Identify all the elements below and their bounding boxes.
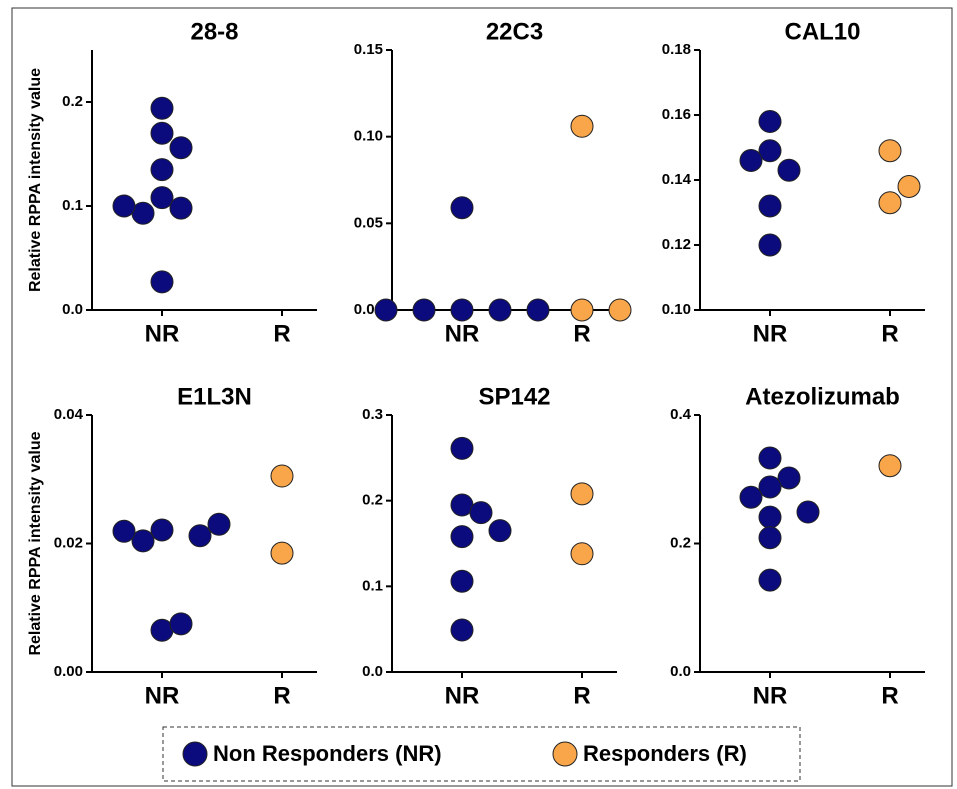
data-point	[526, 298, 550, 322]
data-point	[169, 136, 193, 160]
data-point	[131, 529, 155, 553]
legend-label: Non Responders (NR)	[213, 741, 442, 766]
data-point	[758, 233, 782, 257]
data-point	[450, 196, 474, 220]
y-tick-label: 0.10	[354, 128, 383, 145]
data-point	[374, 298, 398, 322]
y-tick-label: 0.05	[354, 214, 383, 231]
data-point	[188, 524, 212, 548]
x-tick-label: R	[573, 320, 590, 347]
y-tick-label: 0.3	[362, 406, 383, 423]
chart-title: 22C3	[486, 18, 543, 45]
y-tick-label: 0.10	[662, 301, 691, 318]
y-tick-label: 0.2	[670, 534, 691, 551]
data-point	[112, 519, 136, 543]
data-point	[758, 475, 782, 499]
chart-title: Atezolizumab	[745, 383, 900, 410]
data-point	[758, 505, 782, 529]
data-point	[739, 149, 763, 172]
legend-swatch	[182, 741, 208, 767]
x-tick-label: NR	[145, 320, 180, 347]
y-tick-label: 0.4	[670, 406, 692, 423]
data-point	[758, 526, 782, 550]
legend-label: Responders (R)	[583, 741, 747, 766]
data-point	[112, 194, 136, 218]
data-point	[450, 298, 474, 322]
data-point	[169, 196, 193, 220]
data-point	[412, 298, 436, 322]
y-tick-label: 0.15	[354, 41, 383, 58]
data-point	[450, 525, 474, 549]
data-point	[488, 519, 512, 543]
x-tick-label: NR	[445, 682, 480, 709]
y-axis-label: Relative RPPA intensity value	[27, 68, 44, 292]
data-point	[570, 542, 594, 566]
y-tick-label: 0.16	[662, 106, 691, 123]
x-tick-label: NR	[753, 320, 788, 347]
data-point	[570, 298, 594, 322]
y-tick-label: 0.0	[362, 663, 383, 680]
x-tick-label: R	[573, 682, 590, 709]
data-point	[758, 446, 782, 470]
data-point	[450, 618, 474, 642]
y-tick-label: 0.02	[54, 534, 83, 551]
data-point	[570, 482, 594, 506]
data-point	[758, 194, 782, 218]
y-tick-label: 0.18	[662, 41, 691, 58]
chart-title: CAL10	[784, 18, 860, 45]
y-tick-label: 0.1	[362, 577, 383, 594]
x-tick-label: R	[881, 320, 898, 347]
x-tick-label: NR	[445, 320, 480, 347]
chart-title: SP142	[478, 383, 550, 410]
legend-swatch	[552, 741, 578, 767]
data-point	[270, 541, 294, 565]
data-point	[570, 114, 594, 138]
data-point	[758, 110, 782, 133]
data-point	[469, 501, 493, 525]
y-tick-label: 0.1	[62, 197, 83, 214]
data-point	[488, 298, 512, 322]
data-point	[150, 270, 174, 294]
data-point	[878, 454, 902, 478]
x-tick-label: NR	[145, 682, 180, 709]
y-tick-label: 0.14	[662, 171, 692, 188]
data-point	[150, 158, 174, 182]
data-point	[150, 96, 174, 120]
y-tick-label: 0.12	[662, 236, 691, 253]
chart-title: 28-8	[190, 18, 238, 45]
y-tick-label: 0.00	[54, 663, 83, 680]
x-tick-label: NR	[753, 682, 788, 709]
data-point	[207, 512, 231, 536]
data-point	[796, 500, 820, 524]
chart-title: E1L3N	[177, 383, 252, 410]
y-tick-label: 0.2	[362, 492, 383, 509]
data-point	[150, 518, 174, 542]
data-point	[739, 485, 763, 509]
data-point	[758, 568, 782, 592]
x-tick-label: R	[273, 682, 290, 709]
data-point	[150, 186, 174, 210]
y-tick-label: 0.04	[54, 406, 84, 423]
data-point	[878, 191, 902, 215]
legend-box	[162, 726, 801, 782]
data-point	[150, 121, 174, 145]
data-point	[450, 436, 474, 460]
data-point	[270, 464, 294, 488]
data-point	[878, 139, 902, 163]
x-tick-label: R	[273, 320, 290, 347]
y-axis-label: Relative RPPA intensity value	[27, 431, 44, 655]
data-point	[777, 466, 801, 490]
data-point	[777, 158, 801, 182]
data-point	[169, 612, 193, 636]
y-tick-label: 0.0	[670, 663, 691, 680]
y-tick-label: 0.2	[62, 93, 83, 110]
x-tick-label: R	[881, 682, 898, 709]
frame	[11, 7, 953, 787]
data-point	[897, 175, 921, 198]
data-point	[450, 569, 474, 593]
y-tick-label: 0.0	[62, 301, 83, 318]
data-point	[608, 298, 632, 322]
data-point	[758, 139, 782, 163]
